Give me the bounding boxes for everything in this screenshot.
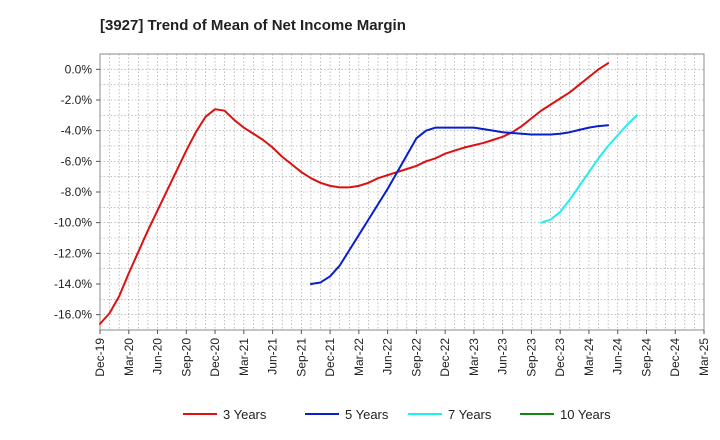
x-tick-label: Jun-24 xyxy=(611,338,625,375)
x-tick-label: Jun-21 xyxy=(266,338,280,375)
legend: 3 Years 5 Years 7 Years 10 Years xyxy=(183,407,611,422)
x-tick-label: Dec-22 xyxy=(438,338,452,377)
x-tick-label: Mar-20 xyxy=(122,338,136,376)
series-group xyxy=(99,62,638,325)
series-line-0 xyxy=(99,62,610,325)
x-tick-label: Dec-20 xyxy=(208,338,222,377)
x-tick-label: Sep-20 xyxy=(179,338,193,377)
y-axis: 0.0% -2.0% -4.0% -6.0% -8.0% -10.0% -12.0% -14.… xyxy=(54,62,100,322)
legend-label-1: 5 Years xyxy=(345,407,389,422)
series-line-1 xyxy=(309,124,610,285)
x-tick-label: Sep-23 xyxy=(524,338,538,377)
x-tick-label: Mar-23 xyxy=(467,338,481,376)
grid xyxy=(99,54,705,330)
x-tick-label: Dec-24 xyxy=(668,338,682,377)
x-tick-label: Sep-22 xyxy=(409,338,423,377)
legend-label-2: 7 Years xyxy=(448,407,492,422)
y-tick-label: -12.0% xyxy=(54,246,92,260)
y-tick-label: -16.0% xyxy=(54,308,92,322)
legend-label-3: 10 Years xyxy=(560,407,611,422)
chart-title: [3927] Trend of Mean of Net Income Margi… xyxy=(100,17,406,34)
x-tick-label: Jun-22 xyxy=(381,338,395,375)
x-tick-label: Mar-25 xyxy=(697,338,711,376)
x-tick-label: Dec-21 xyxy=(323,338,337,377)
x-axis: Dec-19 Mar-20 Jun-20 Sep-20 Dec-20 Mar-21 Jun-… xyxy=(93,330,711,377)
x-tick-label: Mar-21 xyxy=(237,338,251,376)
x-tick-label: Jun-20 xyxy=(151,338,165,375)
y-tick-label: -10.0% xyxy=(54,216,92,230)
x-tick-label: Mar-22 xyxy=(352,338,366,376)
y-tick-label: -2.0% xyxy=(61,93,93,107)
y-tick-label: -14.0% xyxy=(54,277,92,291)
x-tick-label: Dec-19 xyxy=(93,338,107,377)
x-tick-label: Sep-21 xyxy=(294,338,308,377)
x-tick-label: Dec-23 xyxy=(553,338,567,377)
y-tick-label: -8.0% xyxy=(61,185,93,199)
x-tick-label: Sep-24 xyxy=(639,338,653,377)
x-tick-label: Jun-23 xyxy=(496,338,510,375)
legend-label-0: 3 Years xyxy=(223,407,267,422)
series-line-2 xyxy=(540,114,638,224)
y-tick-label: -6.0% xyxy=(61,154,93,168)
x-tick-label: Mar-24 xyxy=(582,338,596,376)
y-tick-label: 0.0% xyxy=(65,62,93,76)
y-tick-label: -4.0% xyxy=(61,124,93,138)
